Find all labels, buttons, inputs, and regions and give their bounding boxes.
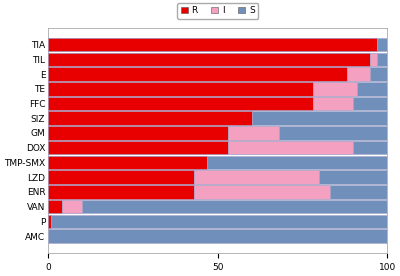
Bar [48, 141, 228, 155]
Bar [48, 214, 52, 228]
Bar [48, 141, 387, 155]
Bar [62, 200, 82, 213]
Bar [48, 126, 228, 140]
Bar [48, 200, 62, 213]
Bar [48, 156, 208, 169]
Bar [48, 82, 312, 95]
Bar [194, 185, 330, 199]
Bar [48, 170, 387, 184]
Bar [370, 53, 377, 66]
Bar [346, 67, 370, 81]
Bar [48, 126, 387, 140]
Bar [194, 170, 319, 184]
Bar [48, 38, 377, 51]
Bar [48, 185, 387, 199]
Bar [228, 126, 279, 140]
Bar [48, 112, 252, 125]
Bar [48, 200, 387, 213]
Bar [48, 67, 346, 81]
Bar [48, 38, 387, 51]
Bar [48, 53, 370, 66]
Bar [48, 82, 387, 95]
Bar [48, 112, 387, 125]
Bar [48, 97, 312, 110]
Bar [312, 97, 353, 110]
Bar [48, 229, 387, 243]
Bar [48, 170, 194, 184]
Bar [228, 141, 353, 155]
Bar [48, 53, 387, 66]
Legend: R, I, S: R, I, S [177, 3, 258, 19]
Bar [48, 97, 387, 110]
Bar [48, 185, 194, 199]
Bar [48, 156, 387, 169]
Bar [312, 82, 357, 95]
Bar [48, 67, 387, 81]
Bar [48, 214, 387, 228]
